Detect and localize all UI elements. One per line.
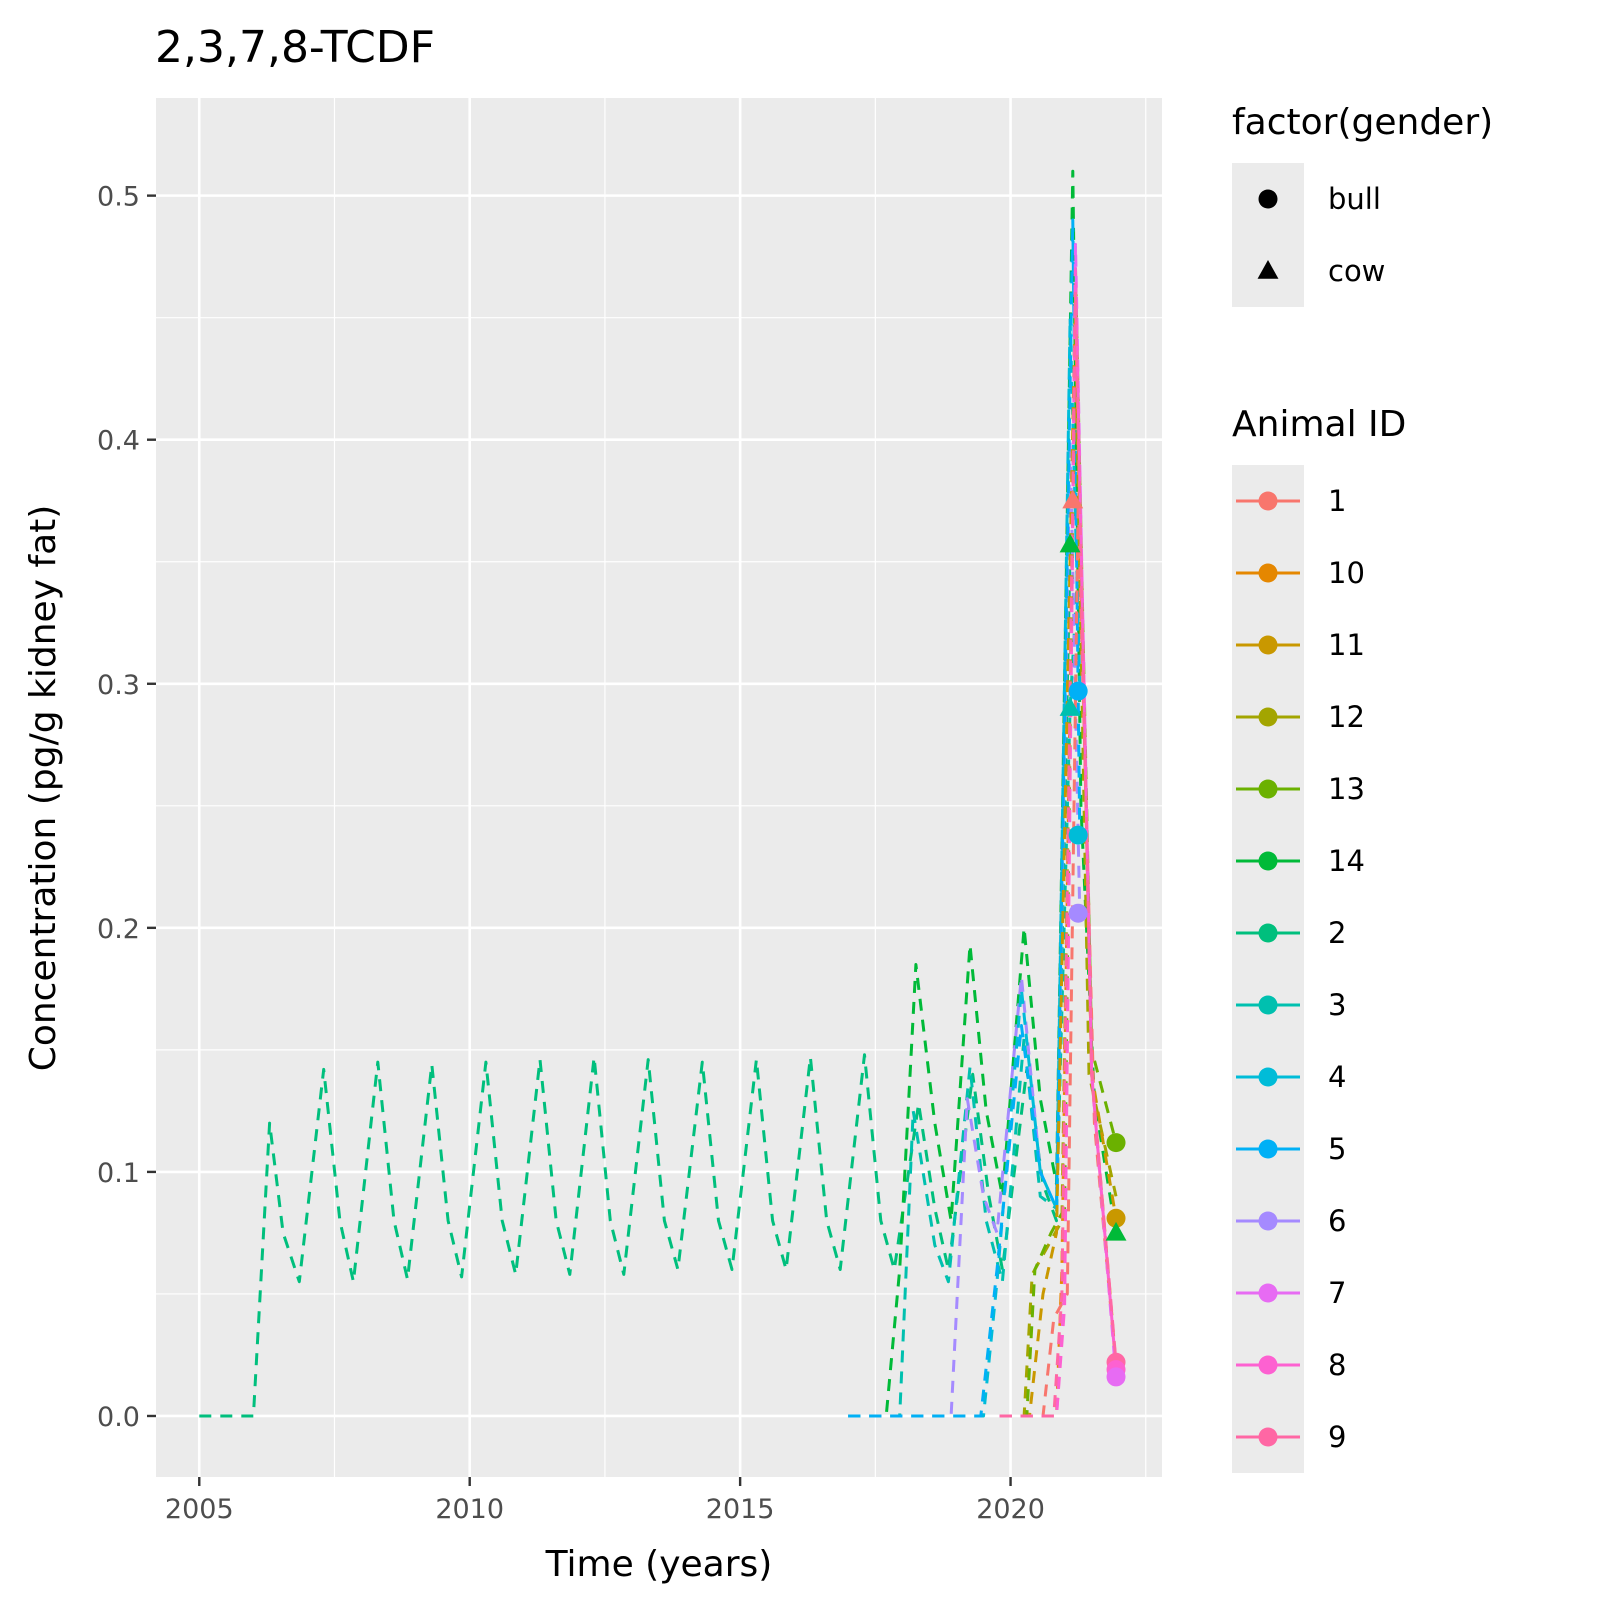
series-line-5	[848, 218, 1082, 1418]
legend-gender-key-bg	[1232, 163, 1304, 307]
grid-lines	[156, 98, 1162, 1477]
legend-animal-key-bg	[1232, 465, 1304, 1473]
legend-key-bull	[1258, 189, 1278, 209]
series-lines	[199, 169, 1118, 1418]
point-13-circle	[1106, 1133, 1126, 1153]
legend-key-point-14	[1258, 851, 1278, 871]
y-axis: 0.0 0.1 0.2 0.3 0.4 0.5	[97, 182, 156, 1433]
point-14-triangle	[1105, 1221, 1127, 1241]
series-line-9	[999, 291, 1118, 1418]
legend-animal-label: 3	[1328, 988, 1346, 1022]
legend-key-point-1	[1258, 491, 1278, 511]
y-tick-label: 0.1	[97, 1158, 140, 1189]
legend-key-point-7	[1258, 1283, 1278, 1303]
legend-animal-label: 1	[1328, 484, 1346, 518]
legend-animal-label: 8	[1328, 1348, 1346, 1382]
legend-key-point-11	[1258, 635, 1278, 655]
legend-key-point-3	[1258, 995, 1278, 1015]
x-axis: 2005 2010 2015 2020	[165, 1477, 1045, 1525]
legend-key-point-10	[1258, 563, 1278, 583]
legend-animal-label: 14	[1328, 844, 1365, 878]
legend-animal-id: Animal ID 1 10 11 12 13 14 2 3 4 5 6 7 8 9	[1232, 404, 1406, 1473]
point-5-circle	[1068, 681, 1088, 701]
y-axis-title: Concentration (pg/g kidney fat)	[23, 505, 64, 1072]
y-tick-label: 0.2	[97, 914, 140, 945]
x-axis-title: Time (years)	[545, 1544, 773, 1585]
legend-key-point-8	[1258, 1355, 1278, 1375]
x-tick-label: 2015	[706, 1494, 775, 1525]
y-tick-label: 0.3	[97, 670, 140, 701]
legend-gender-label: cow	[1328, 254, 1385, 288]
legend-key-point-13	[1258, 779, 1278, 799]
legend-animal-label: 11	[1328, 628, 1365, 662]
legend-animal-label: 13	[1328, 772, 1365, 806]
legend-gender: factor(gender) bull cow	[1232, 102, 1493, 307]
point-7-circle	[1106, 1367, 1126, 1387]
legend-animal-label: 5	[1328, 1132, 1346, 1166]
legend-key-cow	[1257, 260, 1279, 279]
legend-key-point-5	[1258, 1139, 1278, 1159]
y-tick-label: 0.0	[97, 1402, 140, 1433]
x-tick-label: 2005	[165, 1494, 234, 1525]
legend-animal-label: 2	[1328, 916, 1346, 950]
legend-key-point-9	[1258, 1427, 1278, 1447]
point-11-circle	[1106, 1208, 1126, 1228]
series-line-14	[848, 169, 1118, 1418]
point-3-triangle	[1059, 697, 1081, 716]
legend-key-point-12	[1258, 707, 1278, 727]
legend-animal-label: 10	[1328, 556, 1365, 590]
legend-gender-title: factor(gender)	[1232, 102, 1493, 143]
legend-animal-label: 6	[1328, 1204, 1346, 1238]
legend-animal-label: 4	[1328, 1060, 1346, 1094]
legend-key-point-2	[1258, 923, 1278, 943]
series-line-4	[848, 316, 1082, 1418]
legend-key-point-4	[1258, 1067, 1278, 1087]
data-points	[1059, 489, 1127, 1387]
point-4-circle	[1068, 825, 1088, 845]
point-6-circle	[1068, 903, 1088, 923]
legend-animal-title: Animal ID	[1232, 404, 1406, 445]
y-tick-label: 0.4	[97, 426, 140, 457]
series-line-2	[199, 549, 1072, 1418]
legend-animal-label: 9	[1328, 1420, 1346, 1454]
legend-gender-label: bull	[1328, 182, 1381, 216]
chart-title: 2,3,7,8-TCDF	[155, 22, 435, 73]
legend-animal-label: 12	[1328, 700, 1365, 734]
x-tick-label: 2020	[976, 1494, 1045, 1525]
point-1-triangle	[1062, 489, 1084, 509]
x-tick-label: 2010	[435, 1494, 504, 1525]
legend-key-point-6	[1258, 1211, 1278, 1231]
y-tick-label: 0.5	[97, 182, 140, 213]
legend-animal-label: 7	[1328, 1276, 1346, 1310]
point-14-triangle	[1059, 533, 1081, 553]
